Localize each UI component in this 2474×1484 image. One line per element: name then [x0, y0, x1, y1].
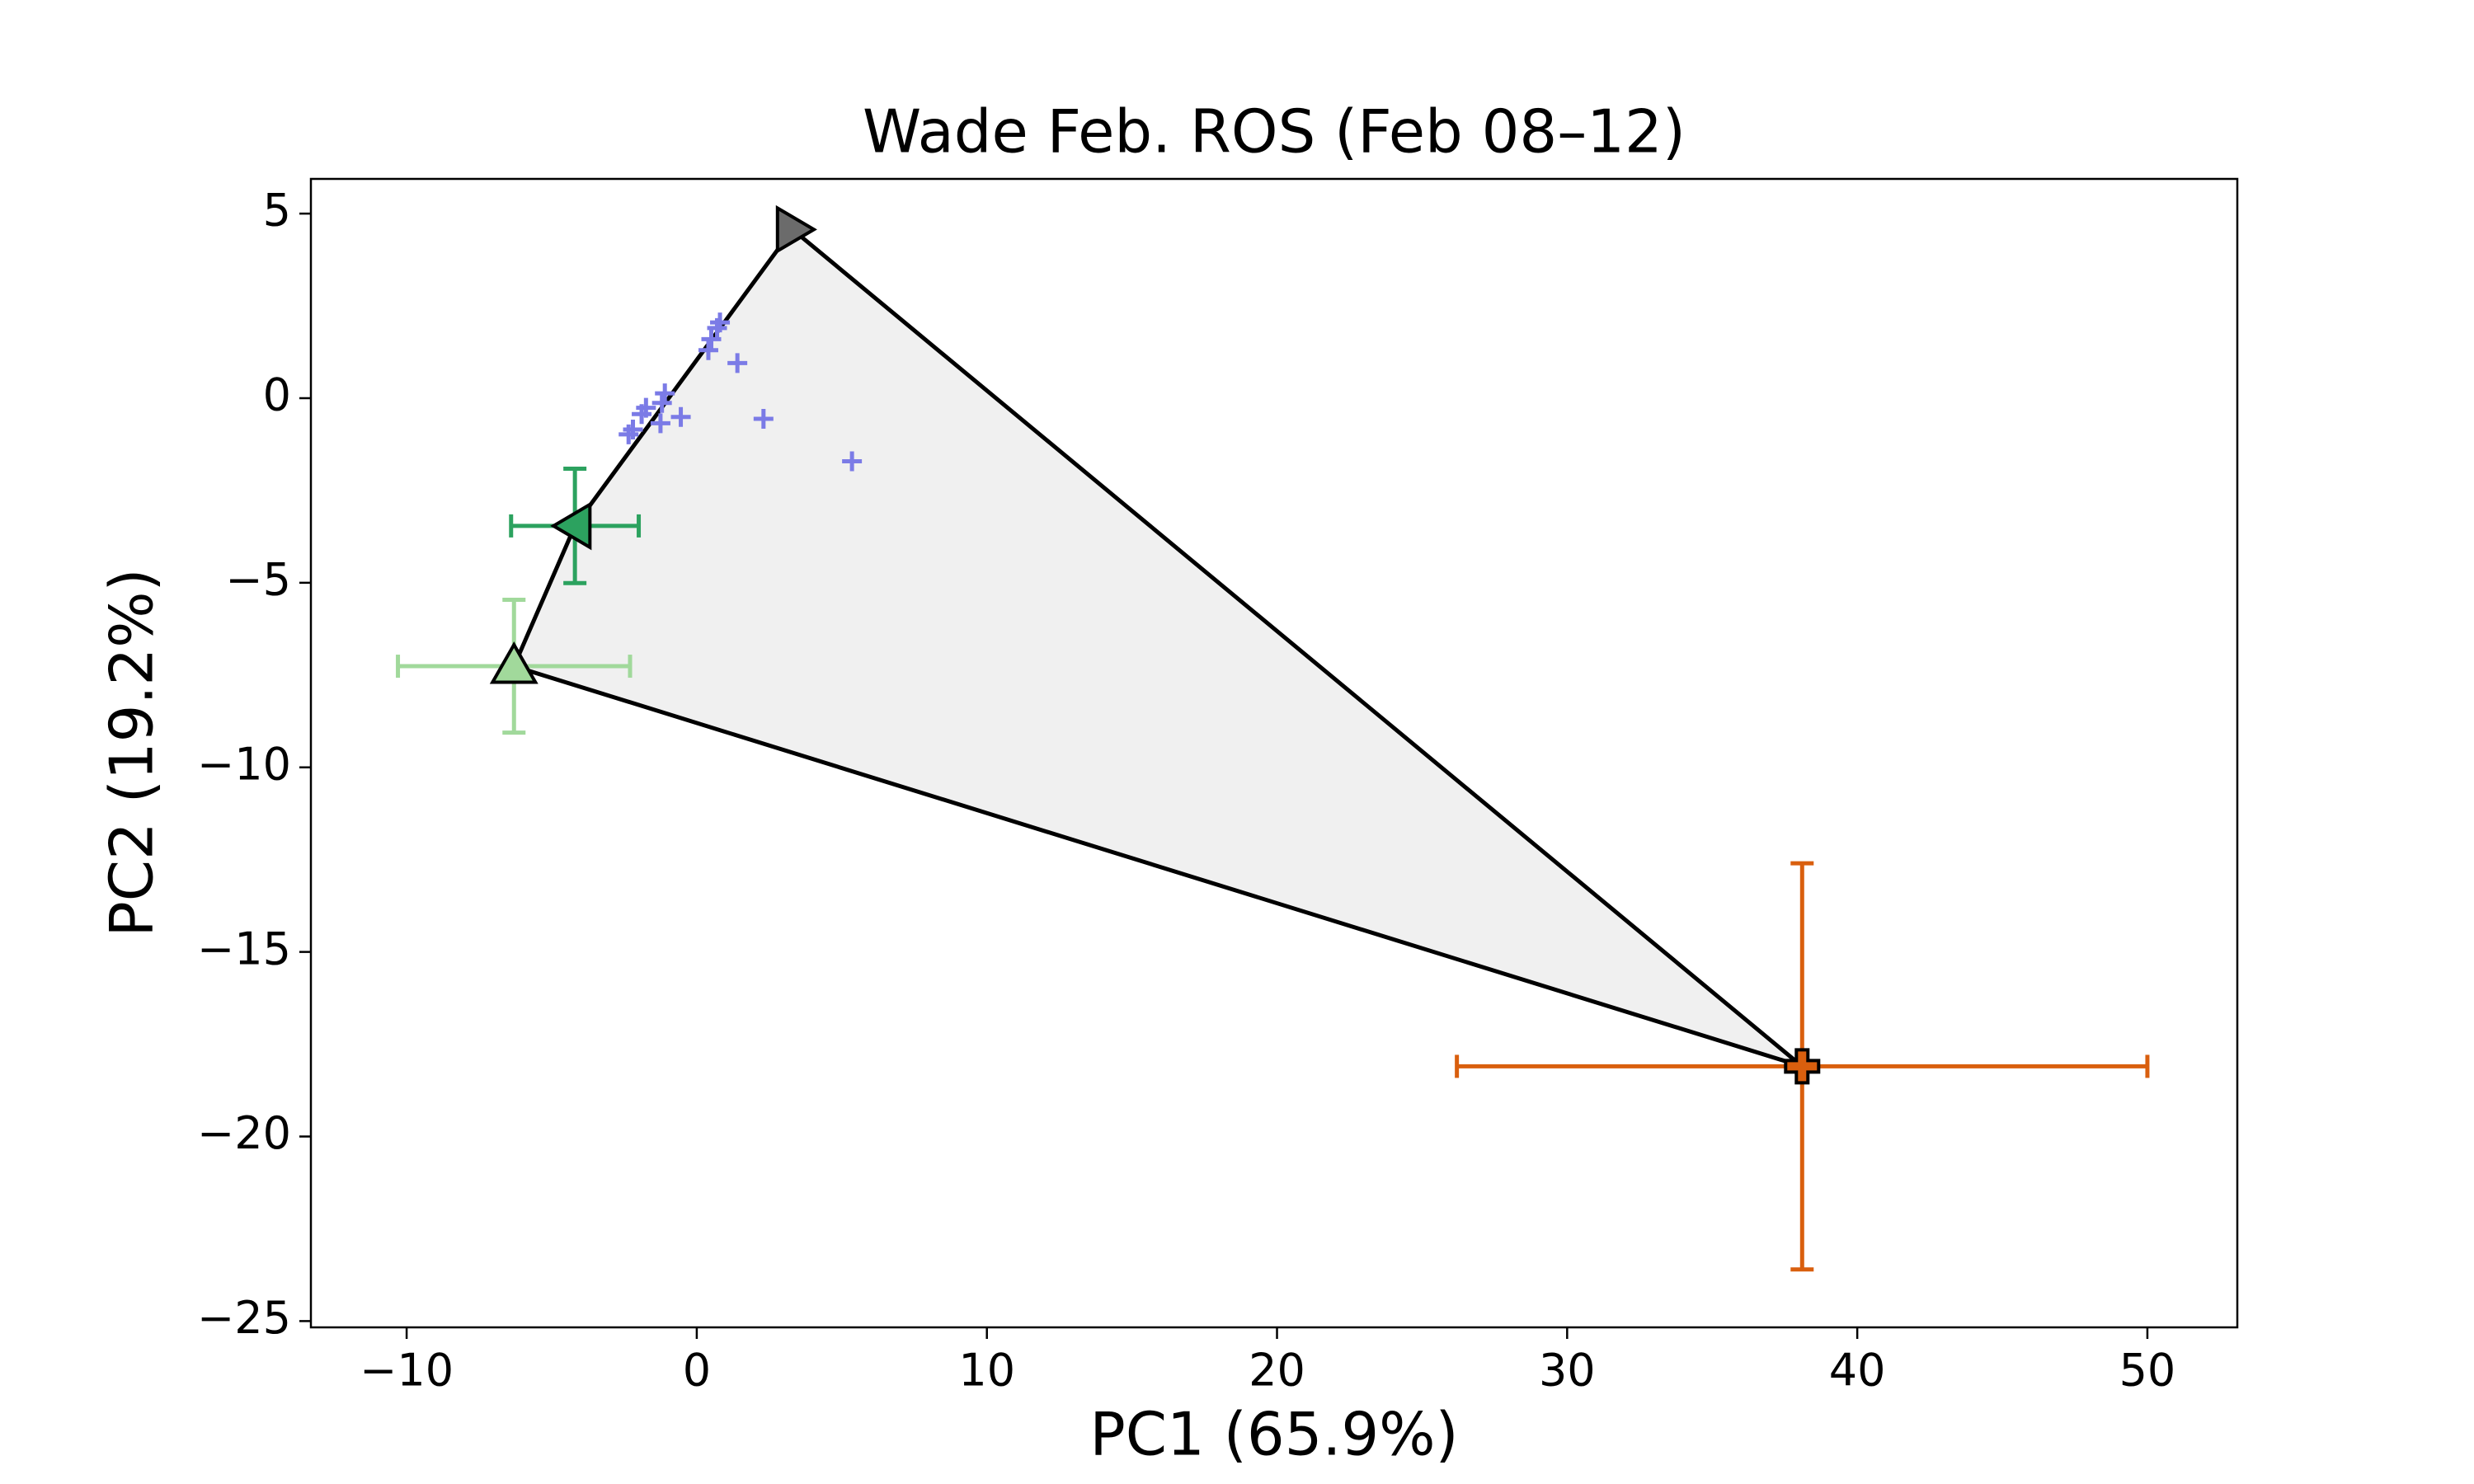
x-tick-label: −10 — [360, 1345, 454, 1397]
sample-point — [753, 409, 774, 430]
sample-point — [727, 353, 748, 373]
x-tick-label: 40 — [1829, 1345, 1886, 1397]
sample-point — [655, 383, 675, 404]
y-tick-label: 5 — [263, 185, 291, 237]
sample-point — [650, 413, 670, 434]
x-axis-label: PC1 (65.9%) — [1089, 1400, 1458, 1469]
sample-point — [670, 406, 691, 427]
x-tick-label: 10 — [958, 1345, 1015, 1397]
endmember-point — [550, 501, 592, 551]
y-tick-label: −10 — [197, 738, 291, 790]
sample-point — [707, 317, 727, 338]
y-tick-label: −15 — [197, 923, 291, 974]
y-tick-label: −25 — [197, 1292, 291, 1344]
sample-point — [618, 424, 639, 444]
y-tick-label: −20 — [197, 1107, 291, 1159]
x-tick-label: 20 — [1249, 1345, 1305, 1397]
y-axis-label: PC2 (19.2%) — [97, 568, 167, 937]
x-tick-label: 0 — [683, 1345, 711, 1397]
sample-point — [698, 340, 718, 360]
sample-point — [701, 329, 722, 350]
endmember-point — [489, 641, 539, 684]
sample-point — [651, 392, 672, 413]
y-tick-label: −5 — [225, 553, 291, 605]
chart-title: Wade Feb. ROS (Feb 08–12) — [863, 97, 1686, 167]
endmember-point — [775, 204, 817, 254]
plot-frame — [309, 177, 2239, 1329]
sample-point — [842, 451, 863, 472]
x-tick-label: 50 — [2119, 1345, 2176, 1397]
endmember-point — [1784, 1048, 1821, 1085]
x-tick-label: 30 — [1539, 1345, 1596, 1397]
y-tick-label: 0 — [263, 369, 291, 421]
sample-point — [632, 404, 652, 425]
